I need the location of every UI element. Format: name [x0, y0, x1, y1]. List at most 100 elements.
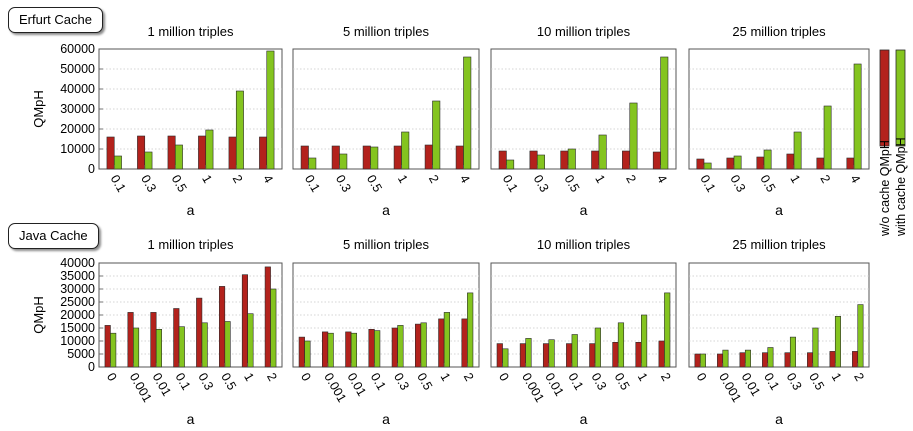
- bar-with-cache: [224, 321, 231, 368]
- plot-frame: [688, 48, 870, 170]
- bar-with-cache: [617, 322, 625, 368]
- legend-label-with-cache: with cache QMpH: [894, 137, 908, 237]
- x-tick-label: 0.3: [333, 173, 354, 195]
- bar-with-cache: [525, 338, 532, 368]
- bar-with-cache: [420, 322, 427, 368]
- bar-with-cache: [664, 292, 671, 368]
- bar-without-cache: [321, 331, 329, 368]
- bar-without-cache: [137, 135, 146, 170]
- x-tick-label: 0.1: [500, 173, 521, 195]
- bar-without-cache: [150, 312, 157, 368]
- x-tick-label: 0.3: [531, 173, 552, 195]
- bar-with-cache: [502, 348, 509, 368]
- bar-with-cache: [793, 131, 802, 170]
- bar-without-cache: [424, 144, 433, 170]
- bar-without-cache: [498, 150, 507, 170]
- bar-without-cache: [816, 157, 825, 170]
- bar-with-cache: [327, 332, 334, 368]
- bar-with-cache: [823, 105, 832, 170]
- bar-with-cache: [641, 314, 648, 368]
- bar-with-cache: [567, 148, 576, 170]
- x-tick-label: 0.5: [218, 371, 239, 393]
- bar-without-cache: [496, 343, 503, 368]
- bar-with-cache: [397, 325, 404, 368]
- chart-title: 25 million triples: [732, 24, 826, 39]
- x-tick-label: 4: [457, 173, 473, 186]
- y-tick-label: 30000: [60, 102, 95, 116]
- bar-with-cache: [699, 353, 706, 368]
- bar-with-cache: [548, 339, 555, 368]
- bar-without-cache: [852, 351, 859, 368]
- bar-without-cache: [762, 352, 769, 368]
- bar-with-cache: [270, 288, 277, 368]
- x-tick-label: 0: [496, 371, 512, 384]
- chart-panel: 0 10000 20000 30000 40000 50000 60000 QMpH 1 mil…: [31, 24, 283, 218]
- bar-without-cache: [106, 136, 115, 170]
- bar-with-cache: [536, 154, 545, 170]
- chart-title: 1 million triples: [148, 24, 234, 39]
- x-tick-label: 0.1: [697, 173, 718, 195]
- bar-without-cache: [414, 323, 422, 368]
- bar-with-cache: [110, 332, 117, 368]
- bar-with-cache: [767, 347, 774, 368]
- y-tick-label: 10000: [60, 334, 95, 348]
- y-axis-label: QMpH: [31, 296, 46, 334]
- y-tick-label: 35000: [60, 269, 95, 283]
- bar-without-cache: [591, 150, 600, 170]
- x-tick-label: 1: [787, 173, 803, 186]
- x-axis-label: a: [187, 202, 195, 218]
- bar-with-cache: [113, 155, 122, 170]
- bar-with-cache: [443, 312, 451, 368]
- x-tick-label: 0.1: [761, 371, 782, 393]
- x-tick-label: 0.1: [368, 371, 389, 393]
- x-tick-label: 0.1: [108, 173, 129, 195]
- x-tick-label: 0.3: [588, 371, 609, 393]
- y-tick-label: 15000: [60, 321, 95, 335]
- x-tick-label: 0.5: [364, 173, 385, 195]
- x-axis-label: a: [580, 202, 588, 218]
- bar-without-cache: [438, 318, 445, 368]
- bar-with-cache: [853, 63, 862, 170]
- x-tick-label: 0.001: [321, 371, 349, 405]
- bar-without-cache: [529, 150, 538, 170]
- bar-with-cache: [304, 340, 311, 368]
- x-tick-label: 4: [847, 173, 863, 186]
- x-tick-label: 4: [654, 173, 670, 186]
- x-tick-label: 1: [199, 173, 215, 186]
- x-tick-label: 0.5: [806, 371, 827, 393]
- bar-with-cache: [598, 134, 607, 170]
- bar-without-cache: [362, 145, 371, 170]
- bar-with-cache: [789, 336, 796, 368]
- bar-with-cache: [594, 327, 601, 368]
- y-tick-label: 20000: [60, 122, 95, 136]
- y-tick-label: 0: [88, 360, 95, 374]
- bar-without-cache: [331, 145, 340, 170]
- bar-with-cache: [350, 332, 358, 368]
- x-tick-label: 2: [426, 173, 442, 186]
- chart-title: 10 million triples: [537, 237, 631, 252]
- x-tick-label: 0.001: [716, 371, 744, 405]
- x-tick-label: 1: [635, 371, 651, 384]
- bar-without-cache: [612, 341, 619, 368]
- bar-with-cache: [266, 50, 275, 170]
- x-tick-label: 2: [623, 173, 639, 186]
- x-axis-label: a: [580, 411, 588, 427]
- bar-with-cache: [201, 322, 208, 368]
- x-tick-label: 0.3: [727, 173, 748, 195]
- bar-with-cache: [133, 327, 140, 368]
- x-tick-label: 0.3: [138, 173, 159, 195]
- y-tick-label: 50000: [60, 62, 95, 76]
- bar-without-cache: [259, 136, 268, 170]
- x-tick-label: 2: [658, 371, 674, 384]
- x-tick-label: 0: [298, 371, 314, 384]
- x-tick-label: 2: [461, 371, 477, 384]
- plot-frame: [688, 262, 870, 368]
- bar-without-cache: [784, 352, 791, 368]
- x-tick-label: 0.5: [414, 371, 435, 393]
- legend: w/o cache QMpH with cache QMpH: [878, 49, 908, 237]
- chart-title: 10 million triples: [537, 24, 631, 39]
- x-tick-label: 2: [851, 371, 867, 384]
- x-tick-label: 0.5: [561, 173, 582, 195]
